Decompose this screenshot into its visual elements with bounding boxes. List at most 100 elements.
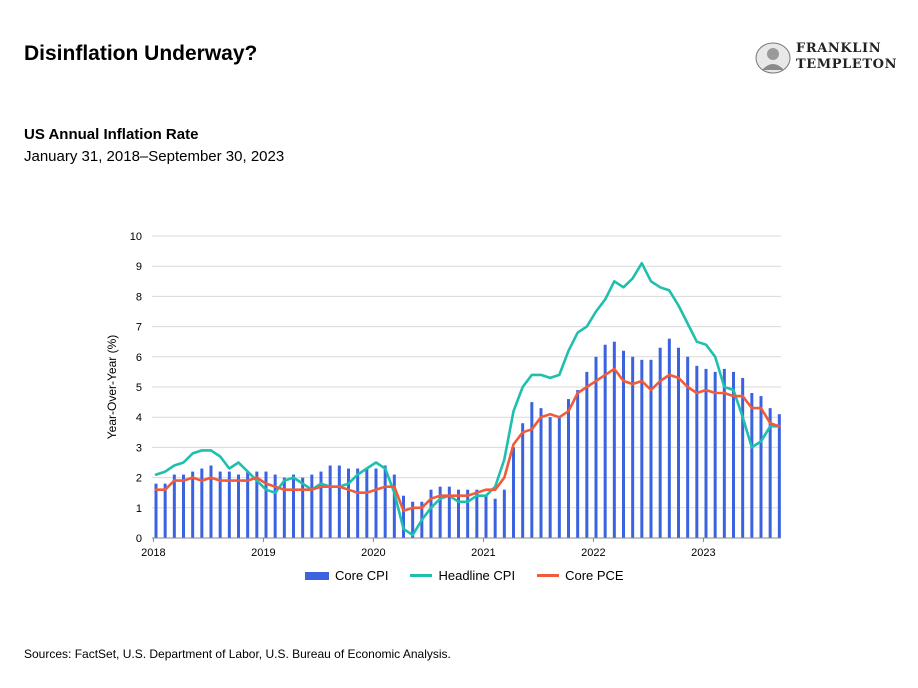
core-cpi-bar <box>402 495 405 538</box>
core-cpi-bar <box>365 468 369 538</box>
core-cpi-bar <box>585 371 589 538</box>
core-cpi-bar <box>200 468 204 538</box>
core-cpi-bar <box>154 483 158 538</box>
core-cpi-bar <box>631 356 635 538</box>
core-cpi-bar <box>227 471 231 538</box>
core-pce-line <box>154 367 781 513</box>
headline-cpi-line <box>154 261 781 537</box>
core-cpi-bar <box>282 477 286 538</box>
y-tick-label: 9 <box>136 261 142 273</box>
core-cpi-bar <box>667 338 671 538</box>
y-tick-label: 2 <box>136 473 142 485</box>
core-cpi-bar <box>686 356 690 538</box>
core-cpi-bar <box>218 471 222 538</box>
axes: 0 1 2 3 4 5 6 7 8 9 10 2018 2019 2020 2021 2022 2023 <box>130 231 781 559</box>
legend-label-core-pce: Core PCE <box>565 568 624 583</box>
legend-label-headline-cpi: Headline CPI <box>438 568 516 583</box>
core-cpi-bar <box>713 371 717 538</box>
y-tick-label: 4 <box>136 412 142 424</box>
core-cpi-bar <box>502 489 506 538</box>
y-tick-label: 6 <box>136 352 142 364</box>
core-cpi-bar <box>182 474 185 538</box>
legend-item-headline-cpi: Headline CPI <box>410 568 515 583</box>
x-tick-label: 2021 <box>471 547 495 559</box>
core-cpi-bar <box>576 390 580 538</box>
core-cpi-bar <box>612 341 616 538</box>
core-cpi-bar <box>163 483 167 538</box>
x-tick-label: 2023 <box>691 547 715 559</box>
core-cpi-bar <box>466 489 470 538</box>
logo-line-1: FRANKLIN <box>796 41 882 56</box>
chart-legend: Core CPI Headline CPI Core PCE <box>305 568 624 583</box>
y-tick-label: 1 <box>136 503 142 515</box>
core-cpi-bar <box>530 402 534 538</box>
core-cpi-bar <box>594 356 598 538</box>
core-cpi-bar <box>392 474 396 538</box>
core-cpi-bar <box>722 368 726 538</box>
core-cpi-bar <box>292 474 295 538</box>
x-tick-label: 2018 <box>141 547 165 559</box>
core-cpi-bar <box>777 414 781 538</box>
core-cpi-bar <box>209 465 213 538</box>
y-tick-label: 7 <box>136 322 142 334</box>
legend-item-core-cpi: Core CPI <box>305 568 388 583</box>
core-cpi-bar <box>237 474 240 538</box>
core-cpi-bar <box>356 468 360 538</box>
core-cpi-bar <box>484 495 488 538</box>
y-tick-label: 10 <box>130 231 142 243</box>
chart-subtitle: January 31, 2018–September 30, 2023 <box>24 148 285 165</box>
legend-label-core-cpi: Core CPI <box>335 568 389 583</box>
core-cpi-bar <box>649 359 653 538</box>
portrait-seal-icon <box>755 42 791 74</box>
core-cpi-bar <box>447 486 451 538</box>
core-cpi-bar <box>603 344 607 538</box>
y-axis-label: Year-Over-Year (%) <box>105 335 119 439</box>
core-cpi-bar <box>438 486 442 538</box>
core-cpi-bar <box>383 465 387 538</box>
chart-title: US Annual Inflation Rate <box>24 126 199 143</box>
core-cpi-bar <box>677 347 680 538</box>
core-cpi-bar <box>310 474 314 538</box>
legend-swatch-core-pce <box>537 574 560 577</box>
core-cpi-bar <box>695 365 699 538</box>
franklin-templeton-logo: FRANKLIN TEMPLETON <box>754 41 904 75</box>
core-cpi-bar <box>704 368 708 538</box>
page-title: Disinflation Underway? <box>24 42 258 65</box>
core-cpi-bar <box>512 447 515 538</box>
core-cpi-bar <box>741 377 745 538</box>
gridlines <box>152 235 781 509</box>
core-cpi-bar <box>328 465 332 538</box>
core-cpi-bar <box>539 408 543 538</box>
core-cpi-bar <box>521 423 525 538</box>
core-cpi-bar <box>567 399 570 538</box>
core-cpi-bar <box>301 477 305 538</box>
y-tick-label: 0 <box>136 533 142 545</box>
core-cpi-bars <box>154 338 781 538</box>
y-tick-label: 8 <box>136 291 142 303</box>
x-tick-label: 2020 <box>361 547 385 559</box>
x-tick-label: 2022 <box>581 547 605 559</box>
legend-swatch-core-cpi <box>305 571 329 580</box>
core-cpi-bar <box>255 471 259 538</box>
core-cpi-bar <box>374 468 378 538</box>
core-cpi-bar <box>337 465 341 538</box>
core-cpi-bar <box>273 474 277 538</box>
inflation-chart: 0 1 2 3 4 5 6 7 8 9 10 2018 2019 2020 2021 2022 2023 Yea… <box>105 231 781 559</box>
core-cpi-bar <box>732 371 735 538</box>
core-cpi-bar <box>557 417 561 538</box>
sources-note: Sources: FactSet, U.S. Department of Lab… <box>24 647 451 661</box>
series-lines <box>154 261 781 537</box>
core-cpi-bar <box>347 468 350 538</box>
core-cpi-bar <box>429 489 433 538</box>
core-cpi-bar <box>319 471 323 538</box>
core-cpi-bar <box>548 417 552 538</box>
core-cpi-bar <box>191 471 195 538</box>
y-tick-label: 5 <box>136 382 142 394</box>
core-cpi-bar <box>750 393 754 538</box>
core-cpi-bar <box>768 408 772 538</box>
x-tick-label: 2019 <box>251 547 275 559</box>
core-cpi-bar <box>475 489 479 538</box>
core-cpi-bar <box>640 359 644 538</box>
core-cpi-bar <box>172 474 176 538</box>
core-cpi-bar <box>264 471 268 538</box>
